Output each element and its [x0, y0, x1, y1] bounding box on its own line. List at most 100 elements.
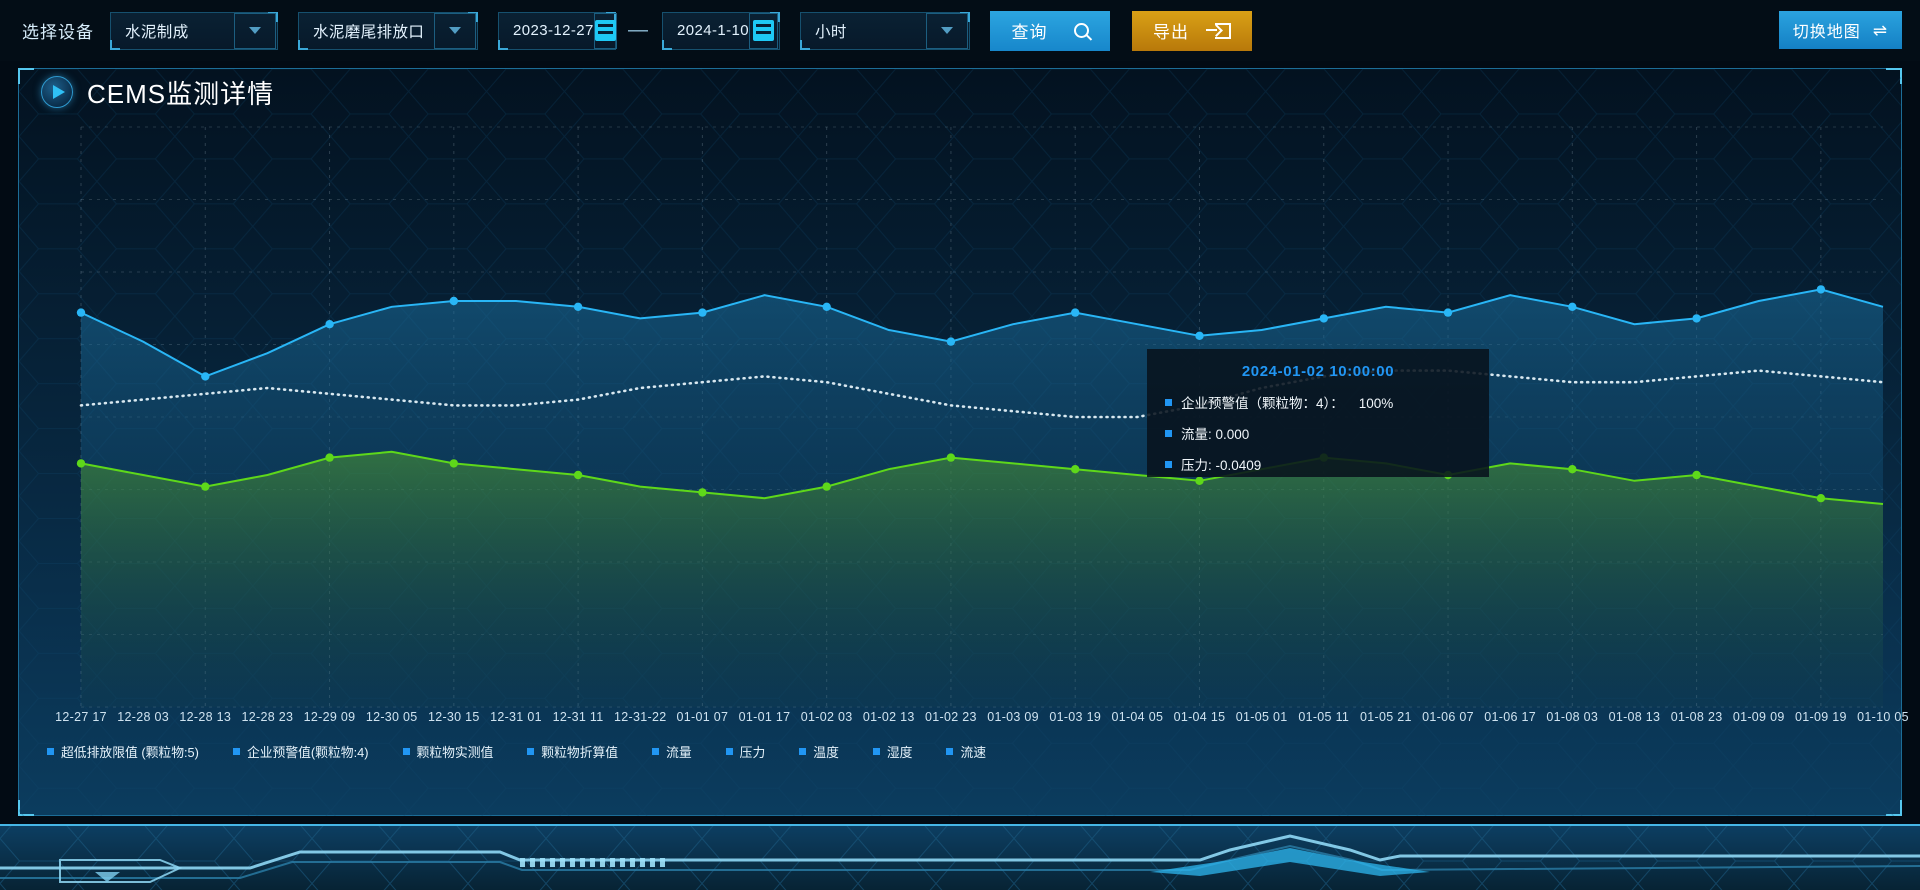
legend-label: 压力 [739, 745, 766, 760]
switch-map-button[interactable]: 切换地图 ⇌ [1778, 11, 1902, 49]
corner-decoration [662, 39, 672, 50]
export-icon [1206, 22, 1231, 39]
data-point[interactable] [698, 488, 707, 497]
corner-decoration [498, 39, 508, 50]
interval-select[interactable]: 小时 [800, 11, 970, 50]
data-point[interactable] [1195, 331, 1204, 340]
chart-series [76, 285, 1885, 707]
data-point[interactable] [1443, 308, 1453, 317]
data-point[interactable] [946, 453, 956, 462]
end-date-input[interactable]: 2024-1-10 [662, 11, 780, 50]
x-axis-tick: 12-30 15 [427, 710, 480, 724]
tooltip-row-text: 流量: 0.000 [1181, 427, 1250, 442]
legend-marker-icon [725, 748, 733, 755]
x-axis-tick: 01-02 13 [862, 710, 915, 724]
data-point[interactable] [325, 320, 334, 329]
x-axis-tick: 01-08 23 [1670, 710, 1723, 724]
query-button-label: 查询 [1011, 23, 1048, 42]
legend-marker-icon [946, 748, 954, 755]
data-point[interactable] [325, 453, 334, 462]
legend-item-0[interactable]: 超低排放限值 (颗粒物:5) [47, 742, 199, 761]
x-axis-tick: 01-06 07 [1422, 710, 1474, 724]
data-point[interactable] [1568, 302, 1577, 311]
x-axis-tick: 12-31 11 [552, 710, 604, 724]
data-point[interactable] [76, 459, 86, 468]
legend-marker-icon [799, 748, 807, 755]
start-date-input[interactable]: 2023-12-27 [498, 11, 617, 50]
panel-header: CEMS监测详情 [19, 69, 1901, 115]
calendar-icon[interactable] [749, 12, 778, 49]
legend-item-4[interactable]: 流量 [652, 742, 692, 761]
chevron-down-icon[interactable] [926, 12, 968, 49]
x-axis-tick: 01-08 13 [1608, 710, 1661, 724]
chart-legend: 超低排放限值 (颗粒物:5) 企业预警值(颗粒物:4) 颗粒物实测值 颗粒物折算值 流量… [47, 742, 1020, 761]
legend-item-1[interactable]: 企业预警值(颗粒物:4) [232, 742, 369, 761]
x-axis-tick: 01-03 19 [1049, 710, 1102, 724]
data-point[interactable] [76, 308, 86, 317]
switch-map-label: 切换地图 [1792, 24, 1861, 41]
data-point[interactable] [573, 302, 583, 311]
legend-item-6[interactable]: 温度 [799, 742, 839, 761]
chart-tooltip: 2024-01-02 10:00:00 企业预警值（颗粒物：4）： 100% 流量… [1147, 349, 1489, 477]
x-axis-tick: 01-08 03 [1546, 710, 1599, 724]
legend-item-2[interactable]: 颗粒物实测值 [402, 742, 494, 761]
series-line-0 [80, 288, 1884, 378]
chevron-down-icon[interactable] [434, 12, 476, 49]
end-date-value: 2024-1-10 [677, 22, 749, 39]
line-chart[interactable] [19, 117, 1903, 717]
export-button[interactable]: 导出 [1132, 10, 1252, 51]
interval-select-value: 小时 [815, 23, 847, 41]
series-marker-icon [1165, 460, 1172, 468]
search-icon [1073, 23, 1089, 38]
export-button-label: 导出 [1153, 23, 1189, 42]
x-axis-tick: 01-01 07 [676, 710, 729, 724]
tooltip-row-text: 压力: -0.0409 [1181, 458, 1262, 473]
data-point[interactable] [1319, 314, 1329, 323]
data-point[interactable] [1071, 465, 1080, 474]
data-point[interactable] [1195, 476, 1204, 485]
data-point[interactable] [822, 482, 831, 491]
series-line-2 [80, 450, 1884, 505]
legend-label: 流量 [666, 745, 692, 760]
x-axis-tick: 12-31-22 [614, 710, 667, 724]
legend-marker-icon [527, 748, 535, 755]
legend-label: 湿度 [886, 745, 913, 760]
device-select[interactable]: 水泥制成 [110, 11, 278, 50]
x-axis-tick: 01-06 17 [1484, 710, 1537, 724]
legend-label: 颗粒物实测值 [416, 745, 494, 760]
x-axis-tick: 01-05 21 [1360, 710, 1412, 724]
tooltip-title: 2024-01-02 10:00:00 [1241, 363, 1395, 380]
data-point[interactable] [201, 372, 210, 381]
query-button[interactable]: 查询 [990, 10, 1110, 51]
x-axis-tick: 12-28 13 [179, 710, 232, 724]
data-point[interactable] [449, 296, 458, 306]
data-point[interactable] [698, 308, 707, 317]
x-axis-tick: 12-27 17 [55, 710, 107, 724]
corner-decoration [18, 800, 34, 816]
legend-item-8[interactable]: 流速 [946, 742, 986, 761]
data-point[interactable] [822, 302, 831, 311]
outlet-select[interactable]: 水泥磨尾排放口 [298, 11, 478, 50]
data-point[interactable] [1816, 285, 1826, 294]
data-point[interactable] [201, 482, 210, 491]
data-point[interactable] [1071, 308, 1080, 317]
data-point[interactable] [1568, 465, 1577, 474]
legend-item-3[interactable]: 颗粒物折算值 [527, 742, 618, 761]
x-axis-tick: 12-28 03 [117, 710, 169, 724]
series-line-1 [79, 369, 1885, 419]
top-toolbar: 选择设备 水泥制成 水泥磨尾排放口 2023-12-27 — 2024-1-10 [0, 0, 1920, 61]
outlet-select-value: 水泥磨尾排放口 [313, 23, 425, 41]
legend-item-7[interactable]: 湿度 [872, 742, 913, 761]
x-axis-tick: 01-10 05 [1857, 710, 1909, 724]
device-select-value: 水泥制成 [125, 23, 189, 41]
calendar-icon[interactable] [593, 12, 617, 49]
data-point[interactable] [1816, 494, 1826, 503]
data-point[interactable] [1692, 470, 1701, 480]
data-point[interactable] [1692, 314, 1701, 323]
data-point[interactable] [573, 470, 583, 480]
data-point[interactable] [449, 459, 458, 468]
page-title: CEMS监测详情 [87, 78, 275, 109]
legend-item-5[interactable]: 压力 [725, 742, 766, 761]
chevron-down-icon[interactable] [234, 12, 276, 49]
data-point[interactable] [946, 337, 956, 346]
